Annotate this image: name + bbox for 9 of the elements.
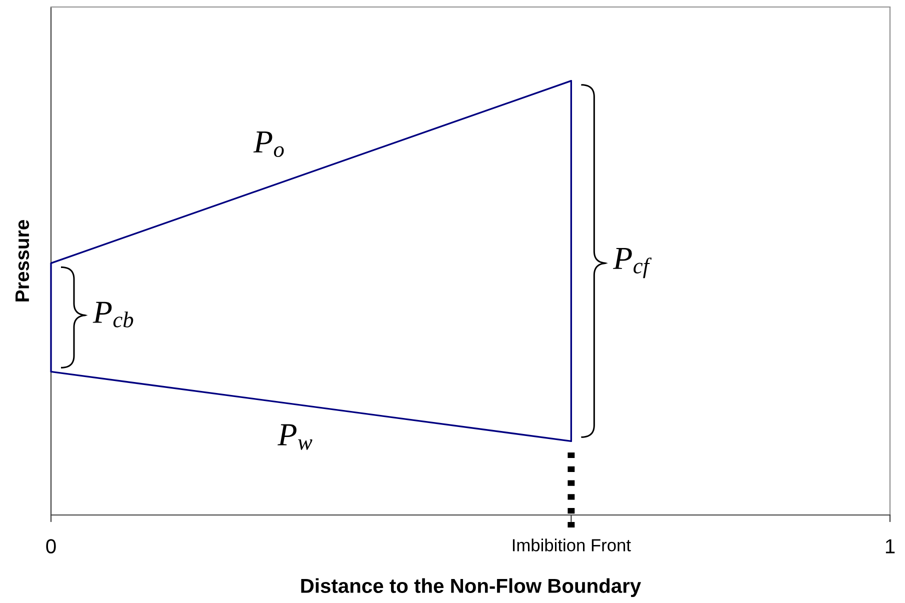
y-axis-title: Pressure [16,220,30,302]
x-tick-label: 0 [46,539,56,554]
annotation: P$_{cf}$ [612,248,652,278]
annotation: P$_{cb}$ [92,302,134,328]
series-label: P$_{w}$ [278,424,312,450]
series-label: P$_{o}$ [253,132,284,158]
x-tick-label: Imbibition Front [512,538,631,552]
x-tick-label: 1 [886,539,895,554]
x-axis-title: Distance to the Non-Flow Boundary [301,578,642,597]
